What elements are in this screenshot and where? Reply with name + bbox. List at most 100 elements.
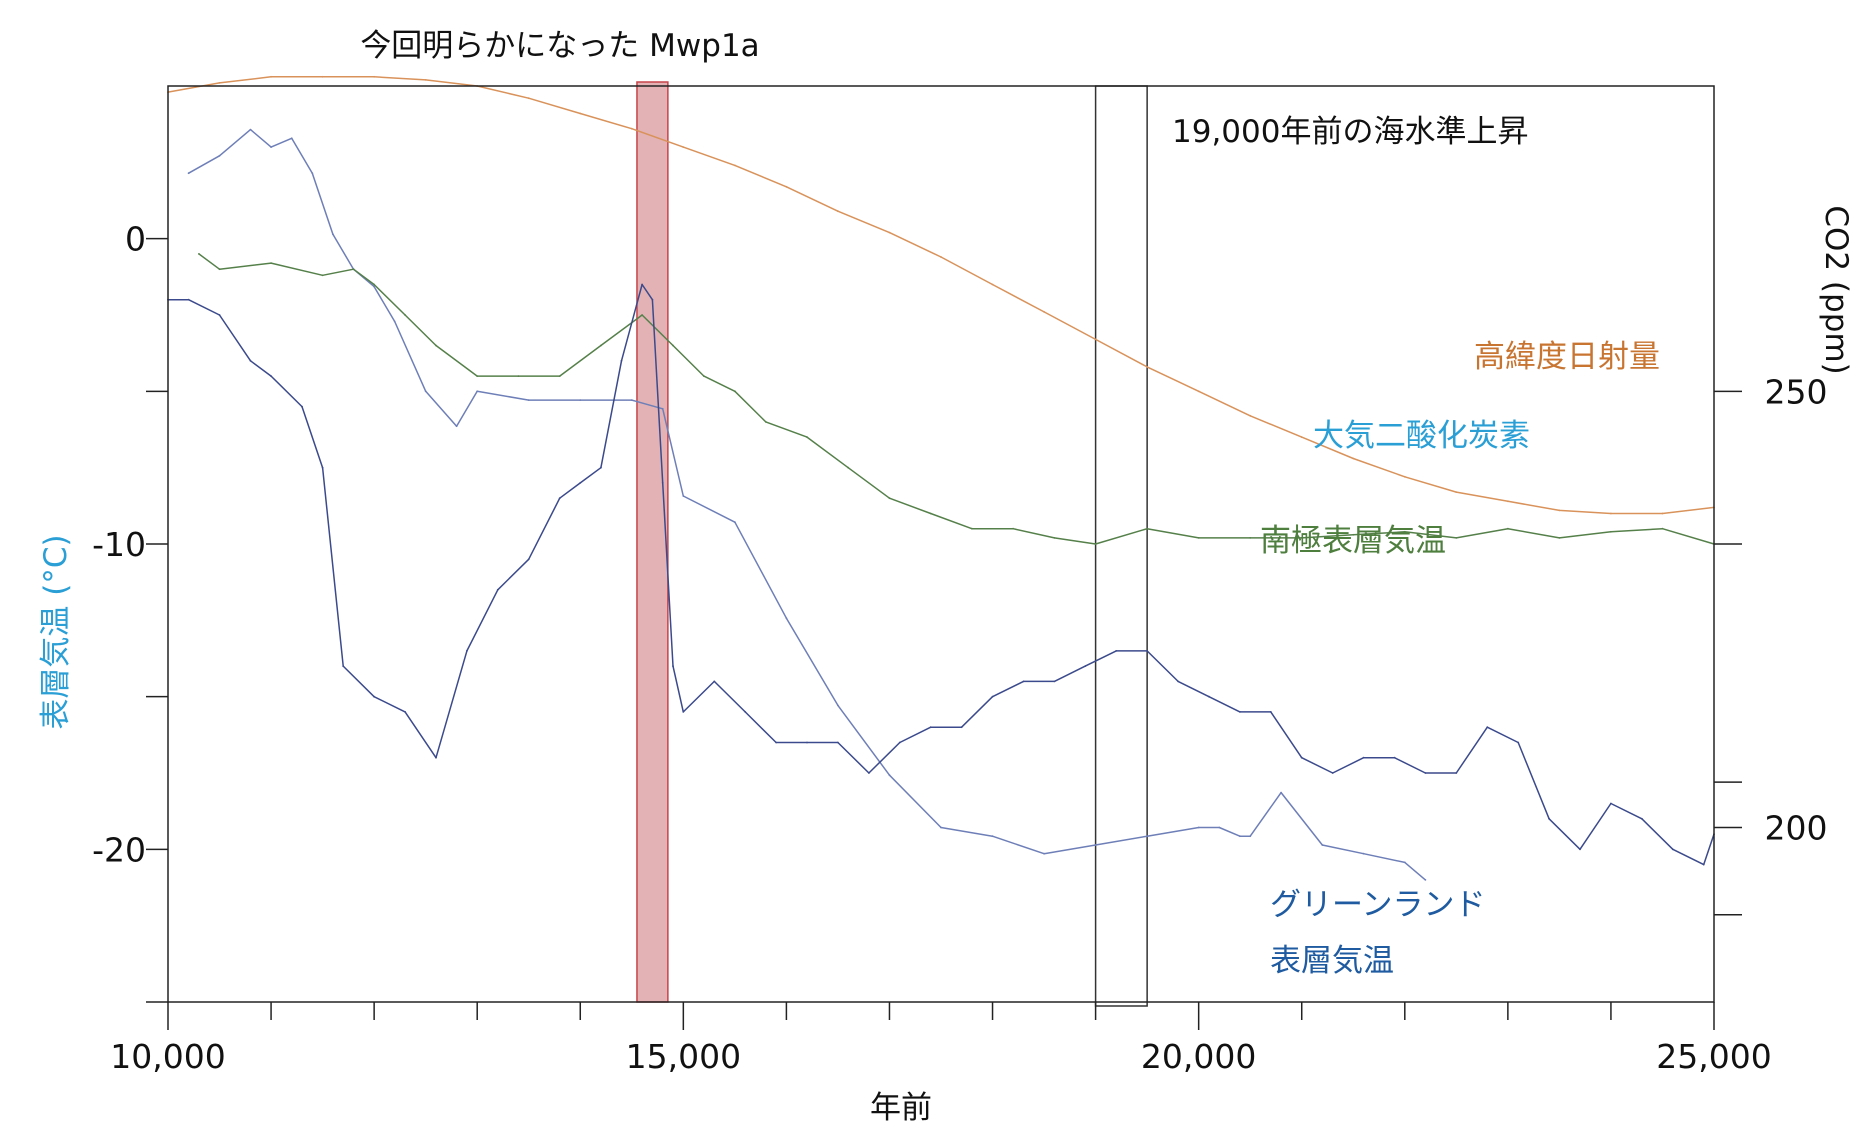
series-2-point	[1146, 527, 1148, 530]
mwp1a-band	[636, 81, 669, 1003]
series-3-point	[641, 283, 643, 286]
series-3-point	[713, 680, 716, 683]
series-label-insolation: 高緯度日射量	[1474, 339, 1660, 375]
series-0-point	[373, 75, 375, 78]
mwp1a-band-layer	[636, 81, 1148, 1007]
series-1-point	[1146, 835, 1148, 838]
series-3-point	[868, 772, 870, 774]
series-1-point	[940, 826, 942, 829]
series-0-point	[940, 256, 942, 258]
series-0-point	[1558, 509, 1561, 512]
series-0-point	[630, 127, 633, 130]
series-3-point	[960, 726, 963, 729]
series-label-co2: 大気二酸化炭素	[1313, 418, 1530, 454]
highlight-band-label: 今回明らかになった Mwp1a	[360, 28, 759, 64]
series-1-point	[424, 390, 427, 393]
series-0-point	[1455, 491, 1458, 493]
series-2-point	[929, 512, 932, 515]
series-3-point	[991, 695, 994, 698]
series-2-point	[1661, 527, 1664, 530]
series-3-point	[218, 314, 221, 316]
series-1-point	[1362, 852, 1365, 855]
series-3-point	[1331, 772, 1334, 774]
series-3-point	[1177, 680, 1179, 683]
series-3-point	[837, 741, 839, 744]
series-3-point	[744, 711, 747, 713]
series-2-point	[1507, 527, 1509, 530]
series-2-point	[734, 390, 736, 393]
series-2-point	[971, 527, 973, 530]
series-3-point	[1455, 772, 1458, 774]
plot-frame	[167, 85, 1715, 1003]
series-1-point	[290, 137, 293, 140]
series-line-2	[198, 253, 1715, 545]
series-1-point	[476, 390, 479, 393]
series-1-point	[888, 774, 891, 777]
series-1-point	[630, 399, 633, 401]
series-2-point	[764, 421, 767, 423]
series-label-greenland-line2: 表層気温	[1270, 943, 1394, 979]
series-1-point	[785, 617, 788, 620]
series-3-point	[1393, 756, 1396, 759]
series-1-point	[187, 172, 190, 175]
series-3-point	[1424, 772, 1427, 774]
series-3-point	[527, 558, 530, 561]
series-0-point	[1249, 414, 1252, 417]
series-0-point	[682, 146, 685, 149]
series-0-point	[1507, 500, 1509, 503]
series-2-point	[847, 466, 850, 469]
series-1-point	[249, 128, 252, 131]
series-3-point	[496, 588, 499, 591]
series-2-point	[517, 375, 520, 377]
label-layer: 今回明らかになった Mwp1a 19,000年前の海水準上昇 年前 表層気温 (…	[38, 28, 1854, 1126]
y-right-axis-label: CO2 (ppm)	[1818, 205, 1854, 374]
x-tick-label: 10,000	[110, 1037, 225, 1076]
series-1-point	[682, 495, 685, 497]
series-1-point	[1321, 844, 1324, 846]
series-1-point	[527, 399, 530, 401]
series-0-point	[1094, 338, 1097, 341]
y-left-tick-label: 0	[125, 220, 146, 259]
series-3-point	[249, 359, 252, 362]
series-1-point	[455, 425, 458, 428]
y-left-axis-label: 表層気温 (°C)	[38, 534, 74, 729]
series-3-point	[1517, 741, 1520, 744]
series-2-point	[1403, 530, 1406, 533]
series-0-point	[1403, 475, 1406, 478]
series-2-point	[1094, 543, 1097, 545]
series-3-point	[558, 497, 561, 500]
series-3-point	[466, 650, 468, 652]
series-1-point	[270, 146, 272, 149]
series-2-point	[321, 274, 324, 277]
series-3-point	[1239, 711, 1241, 713]
series-0-point	[1661, 512, 1664, 515]
series-3-point	[342, 665, 345, 667]
series-1-point	[734, 521, 736, 524]
series-3-point	[651, 298, 654, 301]
series-3-point	[270, 375, 272, 377]
series-1-point	[1424, 879, 1427, 881]
series-3-point	[187, 298, 190, 301]
series-2-point	[806, 436, 808, 438]
series-0-point	[1610, 512, 1612, 515]
series-3-point	[373, 695, 375, 698]
series-3-point	[321, 466, 324, 469]
series-2-point	[270, 262, 272, 264]
series-0-point	[837, 210, 839, 213]
series-0-point	[785, 185, 788, 188]
series-1-point	[311, 172, 314, 175]
series-3-point	[1702, 863, 1705, 866]
x-axis-label: 年前	[870, 1090, 932, 1126]
series-3-point	[1579, 848, 1581, 851]
series-1-point	[393, 320, 396, 323]
series-0-point	[1043, 311, 1045, 313]
series-2-point	[703, 375, 705, 377]
plot-frame-layer	[167, 85, 1715, 1003]
series-3-point	[682, 711, 685, 713]
series-3-point	[1022, 680, 1025, 683]
series-3-point	[1671, 848, 1674, 851]
x-tick-label: 20,000	[1141, 1037, 1256, 1076]
series-3-point	[600, 466, 602, 469]
series-0-point	[734, 164, 736, 167]
series-3-point	[775, 741, 777, 744]
